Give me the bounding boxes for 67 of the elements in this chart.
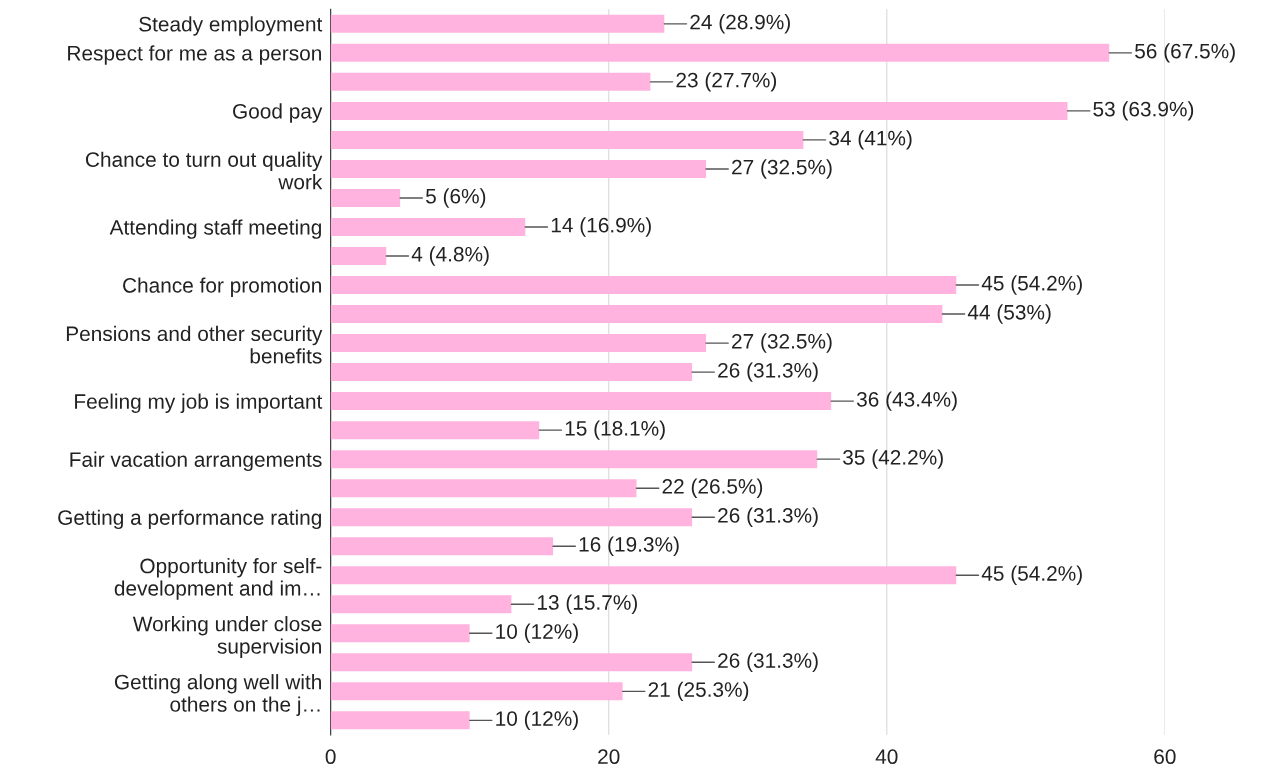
data-label: 44 (53%): [967, 304, 1051, 324]
bar: [330, 188, 401, 207]
bar: [330, 363, 693, 382]
y-tick-label: Getting along well with others on the j…: [114, 674, 321, 716]
data-label: 45 (54.2%): [981, 275, 1082, 295]
bar: [330, 247, 387, 265]
data-label: 10 (12%): [496, 623, 578, 643]
y-tick-label: Feeling my job is important: [75, 393, 323, 413]
bar: [330, 43, 1110, 62]
y-tick-label: Steady employment: [139, 16, 323, 36]
bar: [330, 276, 957, 295]
x-tick-label: 60: [1154, 749, 1176, 765]
data-label: 34 (41%): [829, 130, 912, 150]
data-label: 26 (31.3%): [718, 362, 818, 382]
x-tick-label: 20: [598, 749, 620, 765]
bar: [330, 537, 554, 556]
y-tick-label: Respect for me as a person: [68, 45, 321, 65]
x-tick-label: 40: [875, 749, 898, 765]
y-tick-label: Chance for promotion: [123, 277, 321, 297]
bar: [330, 101, 1068, 120]
data-label: 16 (19.3%): [579, 536, 679, 556]
bar: [330, 595, 512, 614]
data-label: 23 (27.7%): [676, 72, 777, 92]
bar: [330, 479, 637, 498]
bar: [330, 334, 707, 353]
data-label: 13 (15.7%): [537, 594, 637, 614]
bar: [330, 159, 707, 178]
data-label: 10 (12%): [496, 710, 578, 731]
y-tick-label: Working under close supervision: [132, 616, 322, 658]
bar: [330, 653, 693, 672]
y-tick-label: Opportunity for self- development and im…: [114, 557, 322, 600]
data-label: 27 (32.5%): [732, 159, 832, 179]
y-tick-label: Good pay: [233, 103, 323, 123]
bar: [330, 711, 470, 730]
bar: [330, 566, 957, 585]
data-label: 26 (31.3%): [718, 652, 818, 673]
data-label: 24 (28.9%): [690, 14, 790, 34]
bar: [330, 130, 804, 149]
bar: [330, 392, 832, 411]
data-label: 5 (6%): [425, 188, 486, 208]
y-tick-label: Attending staff meeting: [109, 219, 321, 239]
data-label: 21 (25.3%): [648, 681, 749, 702]
data-label: 15 (18.1%): [565, 420, 665, 440]
bar: [330, 624, 470, 643]
bar: [330, 508, 693, 527]
bar: [330, 14, 665, 33]
data-label: 36 (43.4%): [856, 391, 957, 411]
y-tick-label: Getting a performance rating: [58, 509, 321, 530]
data-label: 53 (63.9%): [1093, 101, 1194, 121]
data-label: 4 (4.8%): [411, 246, 489, 266]
bar: [330, 72, 651, 91]
bar: [330, 421, 540, 440]
x-tick-label: 0: [325, 749, 336, 765]
data-label: 22 (26.5%): [662, 478, 763, 498]
bar: [330, 682, 623, 701]
y-tick-label: Fair vacation arrangements: [70, 451, 322, 472]
data-label: 26 (31.3%): [718, 507, 818, 527]
data-label: 56 (67.5%): [1135, 43, 1235, 63]
bar: [330, 450, 818, 469]
data-label: 45 (54.2%): [981, 565, 1082, 585]
bar: [330, 217, 526, 236]
data-label: 35 (42.2%): [843, 449, 943, 469]
data-label: 27 (32.5%): [732, 333, 832, 353]
y-tick-label: Chance to turn out quality work: [85, 151, 323, 190]
bar: [330, 305, 943, 324]
data-label: 14 (16.9%): [551, 217, 651, 237]
y-tick-label: Pensions and other security benefits: [66, 325, 323, 364]
